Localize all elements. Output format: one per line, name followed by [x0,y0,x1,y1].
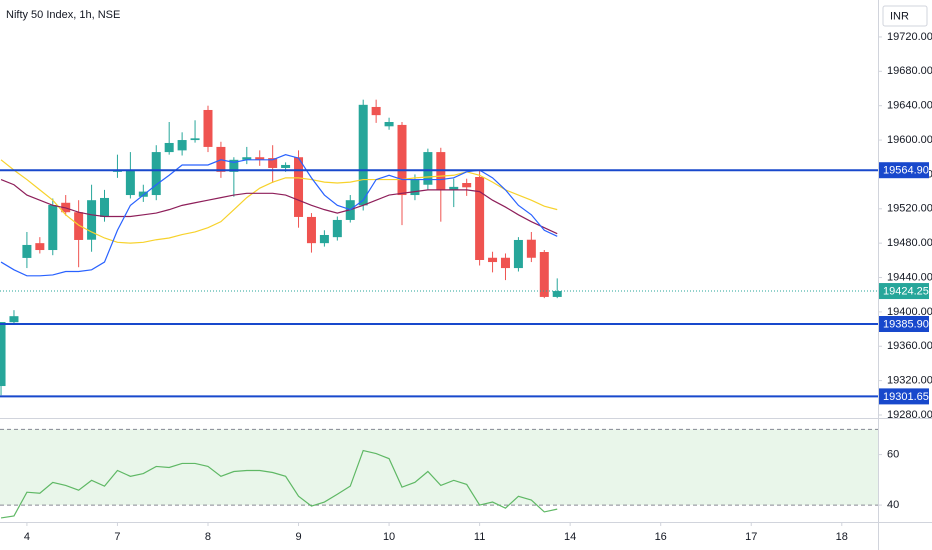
candle-body [22,244,32,258]
candle-body [268,158,278,168]
candle-body [371,106,381,116]
candle-body [410,180,420,196]
y-tick-label: 19720.00 [887,31,932,43]
x-tick-label: 16 [655,531,667,543]
moving-average [0,179,558,235]
candle-body [100,197,110,217]
level-label: 19301.65 [883,391,929,403]
y-tick-label: 60 [887,449,899,461]
rsi-line [0,449,558,519]
x-tick-label: 4 [24,531,30,543]
x-tick-label: 18 [836,531,848,543]
candle-body [475,176,485,260]
x-tick-label: 14 [564,531,576,543]
level-badge [879,388,929,405]
level-label: 19564.90 [883,165,929,177]
x-tick-label: 9 [295,531,301,543]
candle-body [190,138,200,141]
candle-body [423,152,433,185]
candle-body [87,200,97,240]
y-tick-label: 19400.00 [887,306,932,318]
candle-body [358,104,368,206]
candle-body [229,159,239,172]
candle-body [164,142,174,153]
candle-body [526,239,536,258]
candle-body [255,157,265,160]
candle-body [513,239,523,269]
x-tick-label: 17 [745,531,757,543]
candle-body [319,234,329,244]
x-tick-label: 10 [383,531,395,543]
y-tick-label: 19600.00 [887,134,932,146]
candle-body [449,186,459,190]
currency-label[interactable]: INR [890,10,909,22]
candle-body [462,183,472,188]
y-tick-label: 19440.00 [887,271,932,283]
y-tick-label: 40 [887,499,899,511]
candle-body [203,109,213,147]
candle-body [488,257,498,263]
candle-body [125,170,135,196]
candle-body [281,164,291,168]
candle-body [9,316,19,323]
candle-body [138,191,148,197]
y-tick-label: 19640.00 [887,100,932,112]
y-tick-label: 19680.00 [887,65,932,77]
currency-box[interactable] [882,5,928,27]
x-tick-label: 7 [114,531,120,543]
rsi-band [0,429,878,506]
candle-body [552,291,562,297]
candle-body [242,157,252,160]
candle-body [151,152,161,196]
candle-body [306,216,316,244]
candle-body [177,140,187,151]
candle-body [332,219,342,238]
y-tick-label: 19480.00 [887,237,932,249]
last-price-badge [879,283,929,300]
plot-layer [0,99,878,519]
last-price-label: 19424.25 [883,285,929,297]
candle-body [384,122,394,127]
level-badge [879,316,929,333]
level-label: 19385.90 [883,318,929,330]
level-badge [879,162,929,179]
candle-body [500,257,510,269]
x-tick-label: 11 [474,531,485,543]
candle-body [397,124,407,196]
candle-body [74,212,84,240]
y-tick-label: 19320.00 [887,375,932,387]
candle-body [35,243,45,251]
y-tick-label: 19280.00 [887,409,932,421]
candle-body [0,322,6,387]
chart-title: Nifty 50 Index, 1h, NSE [6,9,120,21]
candle-body [48,205,58,251]
moving-average [0,154,558,277]
candle-body [539,252,549,297]
x-tick-label: 8 [205,531,211,543]
candle-body [294,157,304,217]
y-tick-label: 19520.00 [887,203,932,215]
y-tick-label: 19360.00 [887,340,932,352]
